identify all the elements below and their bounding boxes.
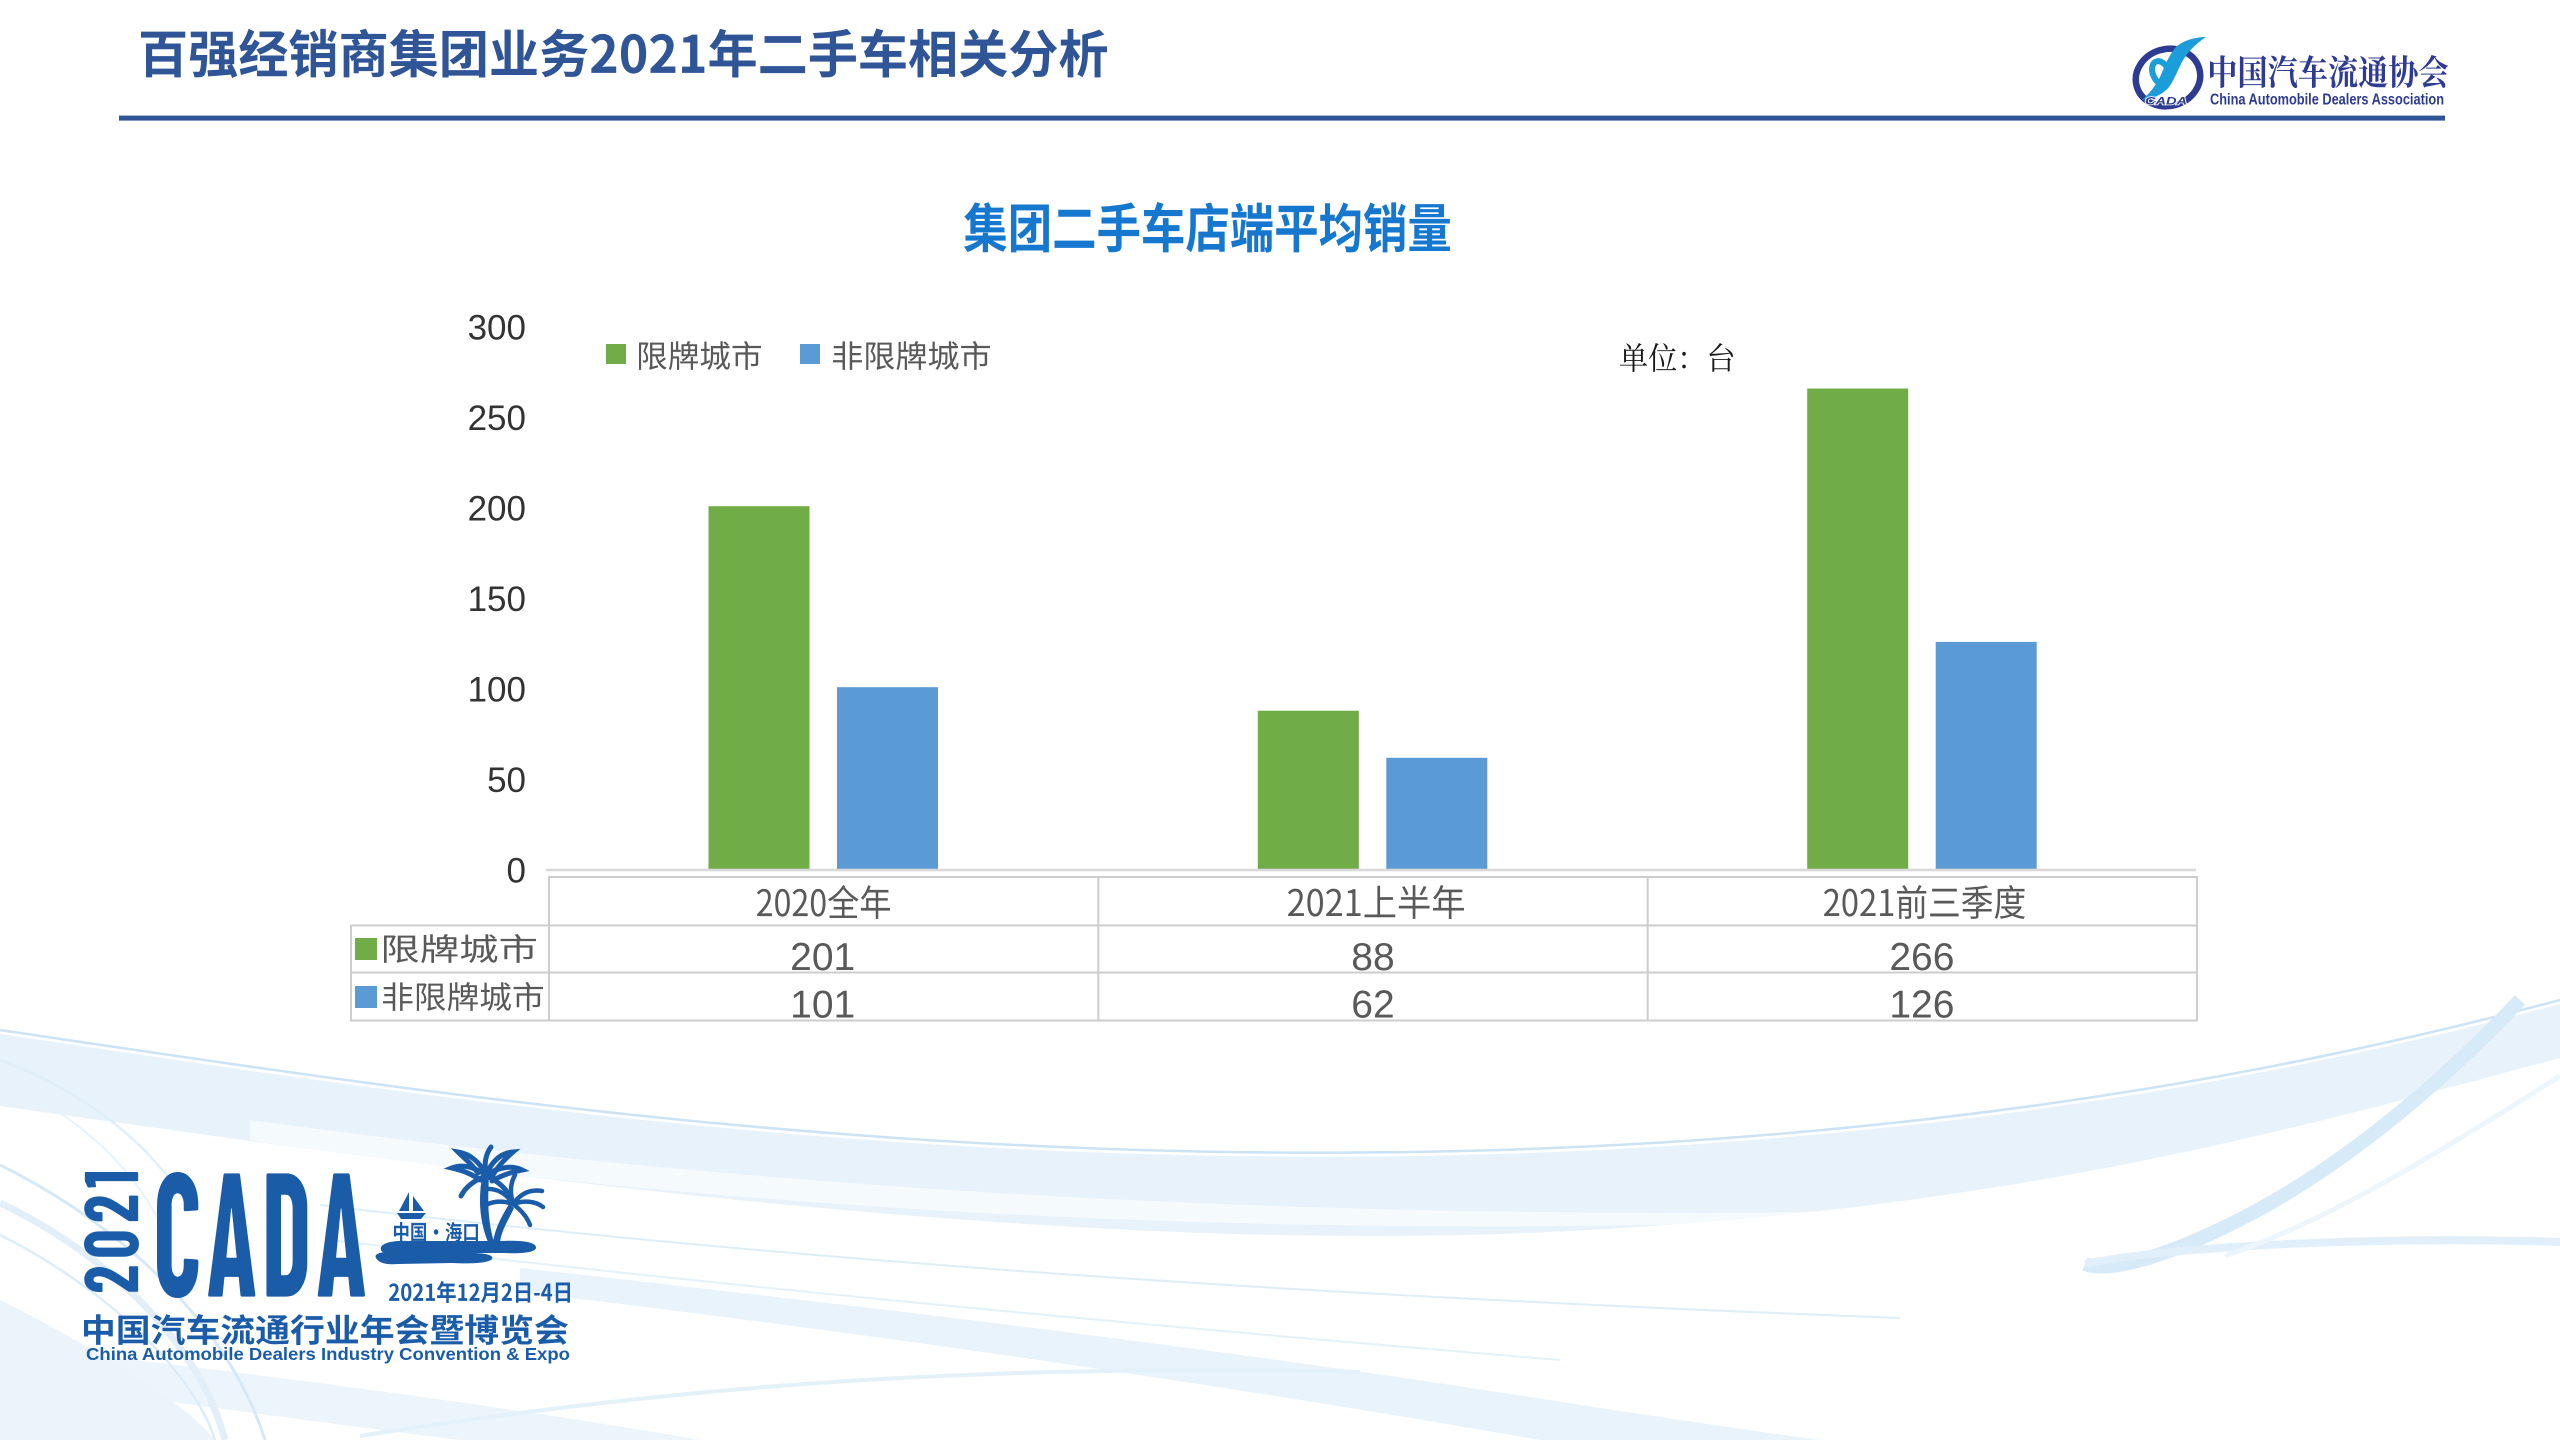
svg-text:250: 250	[468, 399, 526, 438]
svg-text:100: 100	[468, 671, 526, 710]
svg-text:266: 266	[1889, 936, 1954, 979]
svg-text:126: 126	[1889, 984, 1954, 1027]
svg-text:China Automobile Dealers Indus: China Automobile Dealers Industry Conven…	[86, 1344, 570, 1364]
svg-text:50: 50	[487, 761, 526, 800]
svg-text:150: 150	[468, 580, 526, 619]
svg-text:62: 62	[1351, 984, 1394, 1027]
svg-text:300: 300	[468, 309, 526, 348]
svg-text:201: 201	[790, 936, 855, 979]
svg-text:0: 0	[507, 852, 526, 891]
svg-text:200: 200	[468, 490, 526, 529]
svg-text:101: 101	[790, 984, 855, 1027]
svg-text:China Automobile Dealers Assoc: China Automobile Dealers Association	[2210, 92, 2444, 109]
svg-text:CADA: CADA	[2145, 96, 2187, 108]
svg-text:88: 88	[1351, 936, 1394, 979]
